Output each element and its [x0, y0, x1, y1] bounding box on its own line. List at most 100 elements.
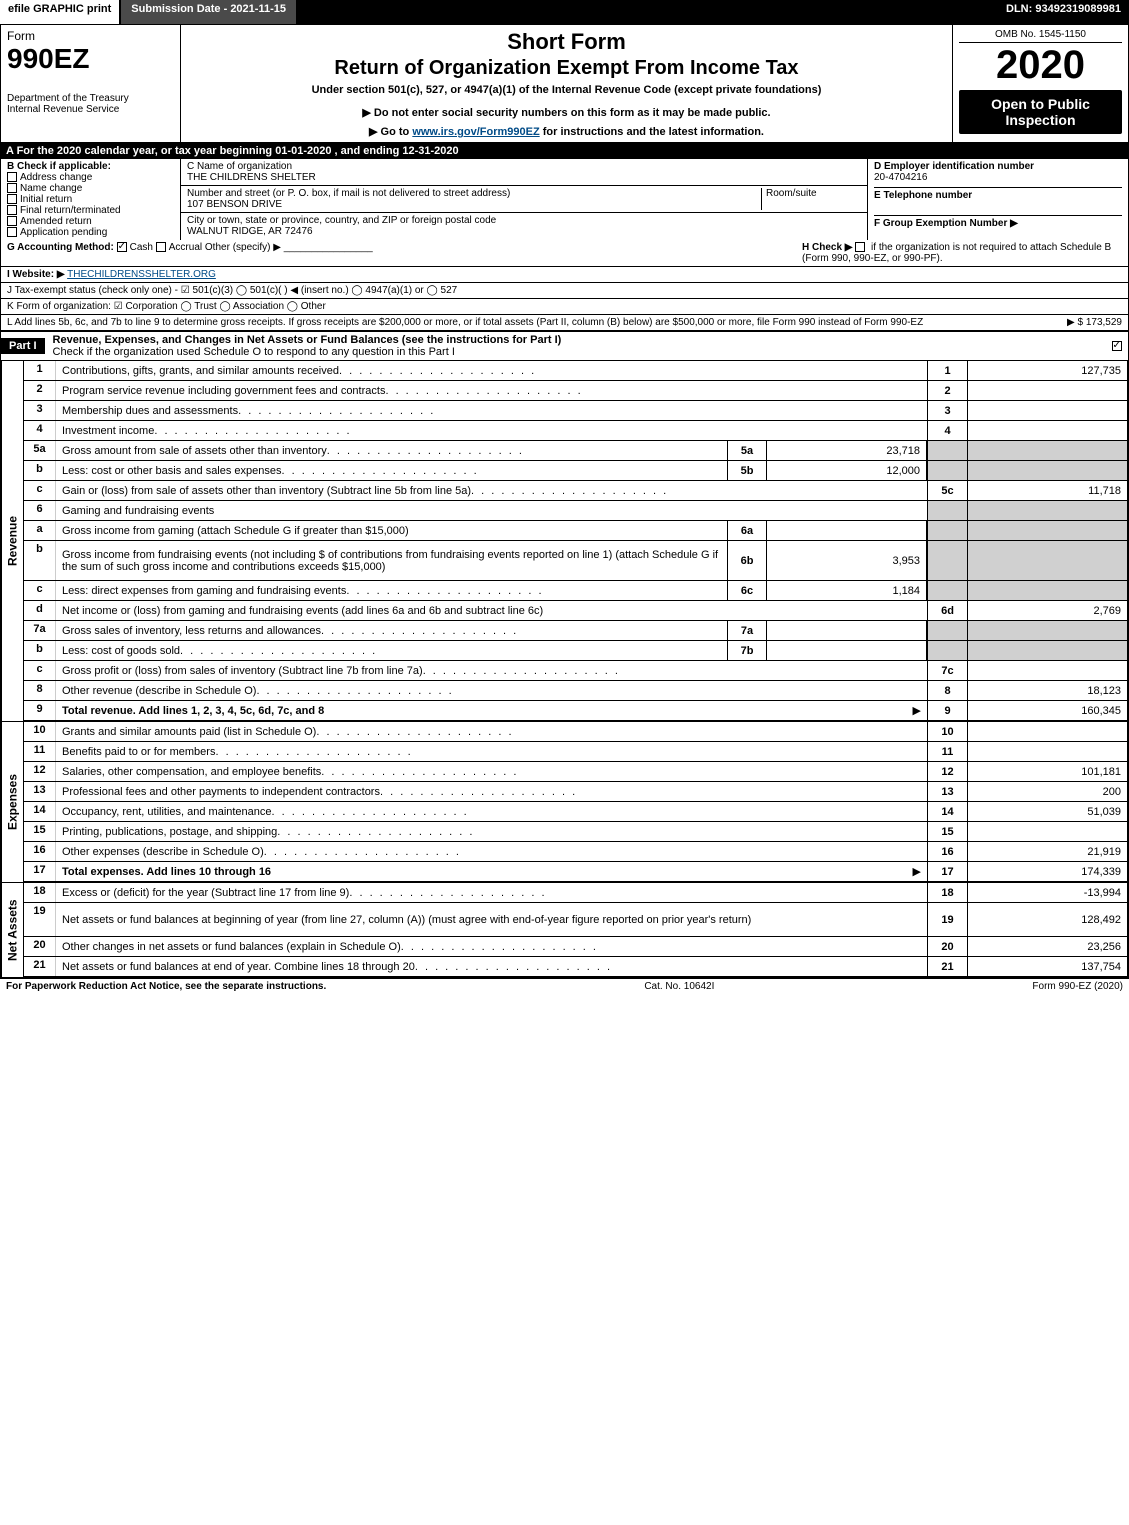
line-17: 17 Total expenses. Add lines 10 through … [23, 862, 1128, 882]
page-footer: For Paperwork Reduction Act Notice, see … [0, 978, 1129, 994]
irs-link[interactable]: www.irs.gov/Form990EZ [412, 126, 539, 138]
part1-check-note: Check if the organization used Schedule … [53, 346, 455, 358]
line-6c: c Less: direct expenses from gaming and … [23, 581, 1128, 601]
ln-6c-val-shade [967, 581, 1127, 600]
chk-name-change[interactable]: Name change [7, 183, 174, 194]
l-amount: ▶ $ 173,529 [1002, 317, 1122, 328]
chk-address-change[interactable]: Address change [7, 172, 174, 183]
ln-7a-desc: Gross sales of inventory, less returns a… [56, 621, 727, 640]
ln-10-num: 10 [24, 722, 56, 741]
ln-6c-rn-shade [927, 581, 967, 600]
ln-21-val: 137,754 [967, 957, 1127, 976]
ln-5c-val: 11,718 [967, 481, 1127, 500]
line-5c: c Gain or (loss) from sale of assets oth… [23, 481, 1128, 501]
line-i: I Website: ▶ THECHILDRENSSHELTER.ORG [0, 267, 1129, 283]
ln-4-num: 4 [24, 421, 56, 440]
ln-2-val [967, 381, 1127, 400]
ln-5b-desc: Less: cost or other basis and sales expe… [56, 461, 727, 480]
ln-6c-desc: Less: direct expenses from gaming and fu… [56, 581, 727, 600]
ln-2-rn: 2 [927, 381, 967, 400]
ln-21-desc: Net assets or fund balances at end of ye… [56, 957, 927, 976]
part1-schedule-o-check[interactable] [1112, 341, 1122, 351]
ln-6a-num: a [24, 521, 56, 540]
form-word: Form [7, 29, 35, 43]
ln-9-desc: Total revenue. Add lines 1, 2, 3, 4, 5c,… [62, 705, 324, 717]
footer-center: Cat. No. 10642I [644, 981, 714, 992]
ln-8-desc: Other revenue (describe in Schedule O) [56, 681, 927, 700]
ln-8-num: 8 [24, 681, 56, 700]
line-21: 21 Net assets or fund balances at end of… [23, 957, 1128, 977]
part1-label: Part I [1, 338, 45, 354]
ln-4-rn: 4 [927, 421, 967, 440]
ln-2-desc: Program service revenue including govern… [56, 381, 927, 400]
line-15: 15 Printing, publications, postage, and … [23, 822, 1128, 842]
ln-14-num: 14 [24, 802, 56, 821]
chk-cash[interactable] [117, 242, 127, 252]
ln-7b-sn: 7b [727, 641, 767, 660]
chk-initial-return[interactable]: Initial return [7, 194, 174, 205]
ln-5c-num: c [24, 481, 56, 500]
ln-5c-rn: 5c [927, 481, 967, 500]
omb-number: OMB No. 1545-1150 [959, 29, 1122, 43]
ln-6-val-shade [967, 501, 1127, 520]
ln-8-val: 18,123 [967, 681, 1127, 700]
org-address: 107 BENSON DRIVE [187, 199, 761, 210]
efile-print-label[interactable]: efile GRAPHIC print [0, 0, 119, 24]
line-3: 3 Membership dues and assessments 3 [23, 401, 1128, 421]
ln-7b-num: b [24, 641, 56, 660]
line-6: 6 Gaming and fundraising events [23, 501, 1128, 521]
ln-11-num: 11 [24, 742, 56, 761]
c-city-label: City or town, state or province, country… [187, 215, 861, 226]
ln-15-num: 15 [24, 822, 56, 841]
b-heading: B Check if applicable: [7, 161, 174, 172]
ln-5b-sv: 12,000 [767, 461, 927, 480]
f-group-label: F Group Exemption Number ▶ [874, 215, 1122, 229]
ln-14-val: 51,039 [967, 802, 1127, 821]
part1-header-row: Part I Revenue, Expenses, and Changes in… [0, 331, 1129, 361]
chk-amended-label: Amended return [20, 216, 92, 227]
ln-6a-rn-shade [927, 521, 967, 540]
open-public-inspection: Open to Public Inspection [959, 90, 1122, 134]
line-13: 13 Professional fees and other payments … [23, 782, 1128, 802]
ln-6c-num: c [24, 581, 56, 600]
chk-application-pending[interactable]: Application pending [7, 227, 174, 238]
ln-13-num: 13 [24, 782, 56, 801]
ln-14-desc: Occupancy, rent, utilities, and maintena… [56, 802, 927, 821]
ln-5b-rn-shade [927, 461, 967, 480]
ln-12-desc: Salaries, other compensation, and employ… [56, 762, 927, 781]
chk-h[interactable] [855, 242, 865, 252]
ln-7c-num: c [24, 661, 56, 680]
ln-10-val [967, 722, 1127, 741]
line-10: 10 Grants and similar amounts paid (list… [23, 722, 1128, 742]
i-label: I Website: ▶ [7, 269, 65, 280]
ln-7c-val [967, 661, 1127, 680]
c-addr-label: Number and street (or P. O. box, if mail… [187, 188, 761, 199]
website-link[interactable]: THECHILDRENSSHELTER.ORG [67, 269, 216, 280]
ln-4-desc: Investment income [56, 421, 927, 440]
chk-amended-return[interactable]: Amended return [7, 216, 174, 227]
chk-final-label: Final return/terminated [20, 205, 121, 216]
ln-11-rn: 11 [927, 742, 967, 761]
ln-21-rn: 21 [927, 957, 967, 976]
ln-17-val: 174,339 [967, 862, 1127, 881]
other-specify: Other (specify) ▶ [205, 242, 281, 253]
chk-final-return[interactable]: Final return/terminated [7, 205, 174, 216]
accrual-label: Accrual [169, 242, 202, 253]
line-11: 11 Benefits paid to or for members 11 [23, 742, 1128, 762]
org-name: THE CHILDRENS SHELTER [187, 172, 861, 183]
ln-12-val: 101,181 [967, 762, 1127, 781]
ln-16-desc: Other expenses (describe in Schedule O) [56, 842, 927, 861]
line-6b: b Gross income from fundraising events (… [23, 541, 1128, 581]
ln-6d-num: d [24, 601, 56, 620]
ln-7b-val-shade [967, 641, 1127, 660]
ln-15-desc: Printing, publications, postage, and shi… [56, 822, 927, 841]
ln-18-rn: 18 [927, 883, 967, 902]
line-20: 20 Other changes in net assets or fund b… [23, 937, 1128, 957]
ln-10-desc: Grants and similar amounts paid (list in… [56, 722, 927, 741]
line-7c: c Gross profit or (loss) from sales of i… [23, 661, 1128, 681]
ln-18-val: -13,994 [967, 883, 1127, 902]
ln-20-rn: 20 [927, 937, 967, 956]
ln-9-desc-wrap: Total revenue. Add lines 1, 2, 3, 4, 5c,… [56, 701, 927, 720]
line-9: 9 Total revenue. Add lines 1, 2, 3, 4, 5… [23, 701, 1128, 721]
chk-accrual[interactable] [156, 242, 166, 252]
